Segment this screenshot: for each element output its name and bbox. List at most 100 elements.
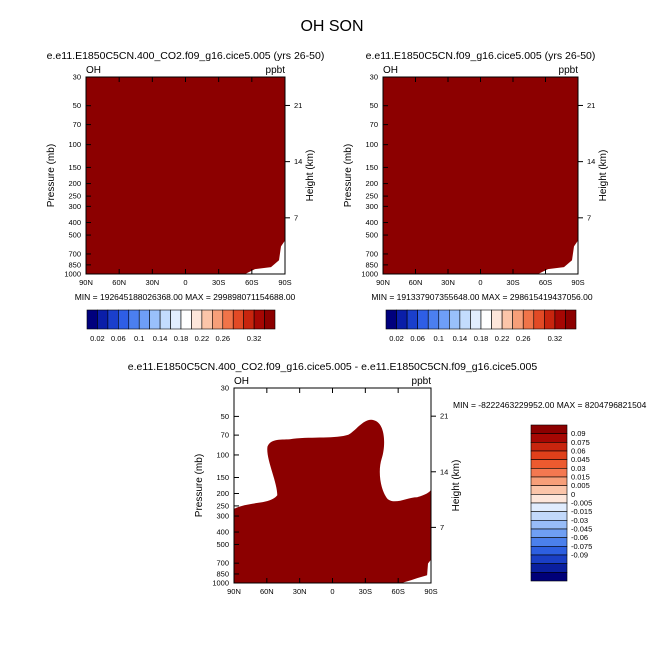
right-label: ppbt <box>266 65 286 76</box>
y-tick-label: 100 <box>365 140 378 149</box>
x-tick-label: 60S <box>539 278 552 287</box>
y-tick-label: 850 <box>216 569 229 578</box>
left-label: OH <box>234 376 249 387</box>
colorbar-box <box>97 309 109 330</box>
x-tick-label: 30S <box>359 587 372 596</box>
colorbar-box <box>530 511 568 521</box>
colorbar-label: 0.18 <box>474 334 489 343</box>
colorbar-box <box>118 309 130 330</box>
colorbar-box <box>470 309 482 330</box>
y-tick-label: 700 <box>216 559 229 568</box>
y-tick-label: 1000 <box>361 270 378 279</box>
y-tick-label: 250 <box>216 501 229 510</box>
colorbar-label: 0.03 <box>571 464 586 473</box>
colorbar-box <box>530 459 568 469</box>
colorbar-box <box>530 468 568 478</box>
colorbar-box <box>417 309 429 330</box>
y-right-axis-title: Height (km) <box>451 460 462 512</box>
colorbar-box <box>554 309 566 330</box>
colorbar-box <box>449 309 461 330</box>
y-tick-label: 30 <box>73 73 81 82</box>
right-label: ppbt <box>412 376 432 387</box>
y-tick-label: 70 <box>370 120 378 129</box>
min-max-text: MIN = 192645188026368.00 MAX = 299898071… <box>75 292 296 302</box>
colorbar-label: 0.015 <box>571 473 590 482</box>
x-tick-label: 0 <box>330 587 334 596</box>
colorbar-box <box>149 309 161 330</box>
y-tick-label: 50 <box>221 412 229 421</box>
panel-title: e.e11.E1850C5CN.400_CO2.f09_g16.cice5.00… <box>128 361 538 373</box>
y-tick-label: 400 <box>216 528 229 537</box>
colorbar-box <box>530 485 568 495</box>
y-tick-label: 250 <box>365 192 378 201</box>
colorbar-box <box>530 520 568 530</box>
colorbar-label: -0.045 <box>571 525 592 534</box>
field-fill <box>86 77 285 274</box>
colorbar-label: -0.005 <box>571 499 592 508</box>
colorbar-box <box>530 563 568 573</box>
y-tick-label: 1000 <box>212 579 229 588</box>
colorbar-box <box>253 309 265 330</box>
y-tick-label: 500 <box>216 540 229 549</box>
colorbar-label: 0.32 <box>247 334 262 343</box>
y-right-tick-label: 7 <box>587 213 591 222</box>
x-tick-label: 60N <box>260 587 274 596</box>
x-tick-label: 90S <box>571 278 584 287</box>
colorbar-box <box>170 309 182 330</box>
colorbar-box <box>459 309 471 330</box>
x-tick-label: 90S <box>424 587 437 596</box>
min-max-text: MIN = -8222463229952.00 MAX = 8204796821… <box>453 400 647 410</box>
x-tick-label: 90S <box>278 278 291 287</box>
colorbar-box <box>107 309 119 330</box>
y-right-axis-title: Height (km) <box>598 150 609 202</box>
colorbar-label: 0.18 <box>174 334 189 343</box>
y-tick-label: 400 <box>68 218 81 227</box>
colorbar-label: 0.26 <box>215 334 230 343</box>
colorbar-box <box>530 546 568 556</box>
y-tick-label: 1000 <box>64 270 81 279</box>
colorbar-box <box>522 309 535 330</box>
x-tick-label: 30S <box>212 278 225 287</box>
x-tick-label: 30N <box>145 278 159 287</box>
x-tick-label: 60S <box>391 587 404 596</box>
y-tick-label: 200 <box>68 179 81 188</box>
colorbar-label: 0.075 <box>571 438 590 447</box>
colorbar-box <box>565 309 577 330</box>
colorbar-box <box>180 309 192 330</box>
y-tick-label: 100 <box>68 140 81 149</box>
colorbar-label: 0.1 <box>134 334 144 343</box>
colorbar-label: -0.03 <box>571 516 588 525</box>
y-right-tick-label: 14 <box>587 157 595 166</box>
colorbar-box <box>530 502 568 512</box>
y-tick-label: 300 <box>68 202 81 211</box>
x-tick-label: 60N <box>112 278 126 287</box>
colorbar-3: 0.090.0750.060.0450.030.0150.0050-0.005-… <box>530 424 592 582</box>
colorbar-label: 0.06 <box>111 334 126 343</box>
colorbar-box <box>544 309 556 330</box>
colorbar-label: 0.14 <box>453 334 468 343</box>
colorbar-box <box>533 309 545 330</box>
figure-title: OH SON <box>300 18 363 35</box>
colorbar-box <box>138 309 150 330</box>
x-tick-label: 60N <box>409 278 423 287</box>
colorbar-box <box>232 309 244 330</box>
x-tick-label: 90N <box>79 278 93 287</box>
colorbar-label: 0.06 <box>571 447 586 456</box>
y-right-tick-label: 14 <box>440 467 448 476</box>
y-tick-label: 850 <box>365 260 378 269</box>
colorbar-box <box>530 433 568 443</box>
y-axis-title: Pressure (mb) <box>343 144 354 207</box>
x-tick-label: 30N <box>441 278 455 287</box>
y-tick-label: 50 <box>73 101 81 110</box>
colorbar-box <box>385 309 397 330</box>
colorbar-label: 0.045 <box>571 455 590 464</box>
colorbar-label: -0.09 <box>571 551 588 560</box>
colorbar-box <box>501 309 513 330</box>
colorbar-label: 0.005 <box>571 481 590 490</box>
colorbar-1: 0.02 0.06 0.1 0.14 0.18 0.22 0.26 0.32 <box>86 309 276 343</box>
colorbar-label: 0.14 <box>153 334 168 343</box>
colorbar-label: 0.22 <box>195 334 210 343</box>
panel-2: e.e11.E1850C5CN.f09_g16.cice5.005 (yrs 2… <box>343 50 609 302</box>
y-tick-label: 250 <box>68 192 81 201</box>
